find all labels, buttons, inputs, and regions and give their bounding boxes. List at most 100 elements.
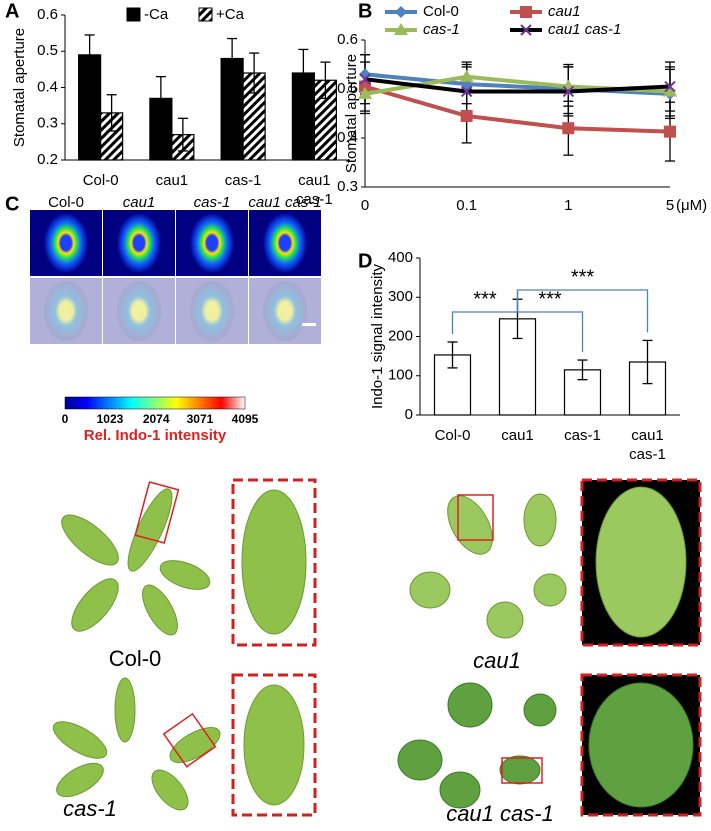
legend-label: cau1 cas-1 [548, 21, 621, 38]
x-tick-label: cau1 [501, 427, 534, 444]
colorbar-tick-label: 2074 [143, 412, 170, 426]
x-tick-label: Col-0 [435, 427, 471, 444]
stoma [263, 281, 307, 341]
error-bar [642, 339, 653, 385]
x-tick-label: 0 [361, 197, 369, 214]
y-axis-label: Indo-1 signal intensity [369, 263, 386, 409]
error-bar [249, 52, 260, 94]
significance-label: *** [473, 288, 497, 310]
line [364, 77, 671, 94]
y-tick-label: 0.3 [37, 115, 58, 132]
marker [664, 125, 676, 138]
panel-label: E [45, 483, 58, 505]
panel-label: C [5, 193, 19, 215]
column-label: cau1 cas-1 [248, 194, 321, 211]
marker [664, 80, 676, 93]
stoma [44, 213, 88, 273]
x-tick-label: 5 [666, 197, 674, 214]
x-tick-label: cas-1 [225, 172, 262, 189]
colorbar-tick-label: 3071 [187, 412, 214, 426]
significance-bracket [516, 289, 649, 333]
x-tick-label: cau1 cas-1 [629, 427, 666, 463]
colorbar-label: Rel. Indo-1 intensity [84, 427, 227, 444]
error-bar [577, 359, 588, 381]
legend-label: cas-1 [423, 21, 460, 38]
y-tick-label: 0.2 [37, 151, 58, 168]
error-bar [155, 75, 166, 121]
y-tick-label: 0 [405, 406, 413, 423]
marker [459, 69, 474, 82]
caption: Col-0 [109, 646, 162, 671]
y-axis-label: Stomatal aperture [343, 54, 360, 173]
marker [358, 86, 372, 99]
x-tick-label: Col-0 [83, 172, 119, 189]
colorbar-tick-label: 0 [62, 412, 69, 426]
column-label: cas-1 [194, 194, 231, 211]
significance-label: *** [538, 288, 562, 310]
legend-swatch [126, 7, 141, 22]
y-tick-label: 300 [388, 288, 413, 305]
colorbar-tick-label: 4095 [232, 412, 259, 426]
significance-bracket [516, 291, 584, 353]
caption: cau1 cas-1 [446, 801, 554, 826]
y-tick-label: 0.6 [37, 6, 58, 23]
marker [520, 24, 532, 36]
panel-label: A [5, 0, 19, 22]
error-bar [106, 94, 117, 132]
colorbar [64, 396, 246, 410]
stoma [263, 213, 307, 273]
colorbar-tick-label: 1023 [97, 412, 124, 426]
x-tick-label: cas-1 [564, 427, 601, 444]
error-bar [298, 48, 309, 98]
y-tick-label: 100 [388, 367, 413, 384]
significance-label: *** [571, 266, 595, 288]
stoma [117, 281, 161, 341]
error-bar [227, 37, 238, 80]
marker [520, 6, 532, 18]
legend-swatch [198, 7, 213, 22]
y-axis-label: Stomatal aperture [11, 28, 28, 147]
marker [359, 73, 371, 85]
marker [562, 122, 575, 135]
panel-label: F [402, 483, 414, 505]
rosette [61, 488, 211, 636]
error-bar [447, 341, 458, 369]
error-bar [320, 61, 331, 100]
panel-label: B [358, 0, 372, 22]
legend-label: -Ca [144, 6, 169, 23]
marker [394, 23, 408, 35]
error-bar [84, 34, 95, 76]
marker [663, 84, 677, 97]
column-label: cau1 [123, 194, 156, 211]
marker [460, 85, 473, 98]
x-unit: (μM) [676, 197, 707, 214]
photo-panels [40, 478, 702, 817]
legend-label: Col-0 [423, 3, 459, 20]
caption: cau1 [473, 648, 521, 673]
y-tick-label: 400 [388, 249, 413, 266]
stoma [190, 213, 234, 273]
marker [562, 85, 575, 98]
y-tick-label: 200 [388, 327, 413, 344]
stoma [190, 281, 234, 341]
y-tick-label: 0.3 [337, 178, 358, 195]
x-tick-label: 0.1 [456, 197, 477, 214]
scale-bar [302, 323, 316, 326]
legend-label: +Ca [216, 6, 245, 23]
column-label: Col-0 [48, 194, 84, 211]
y-tick-label: 0.4 [337, 129, 358, 146]
y-tick-label: 0.5 [37, 42, 58, 59]
legend-label: cau1 [548, 3, 581, 20]
panel-label: D [358, 250, 372, 272]
y-tick-label: 0.4 [37, 78, 58, 95]
stoma [117, 213, 161, 273]
marker [460, 109, 473, 122]
panel-label: G [45, 678, 61, 700]
y-tick-label: 0.5 [337, 80, 358, 97]
error-bar [177, 117, 188, 152]
line [364, 84, 671, 134]
caption: cas-1 [63, 796, 117, 821]
y-tick-label: 0.6 [337, 31, 358, 48]
marker [395, 6, 407, 18]
